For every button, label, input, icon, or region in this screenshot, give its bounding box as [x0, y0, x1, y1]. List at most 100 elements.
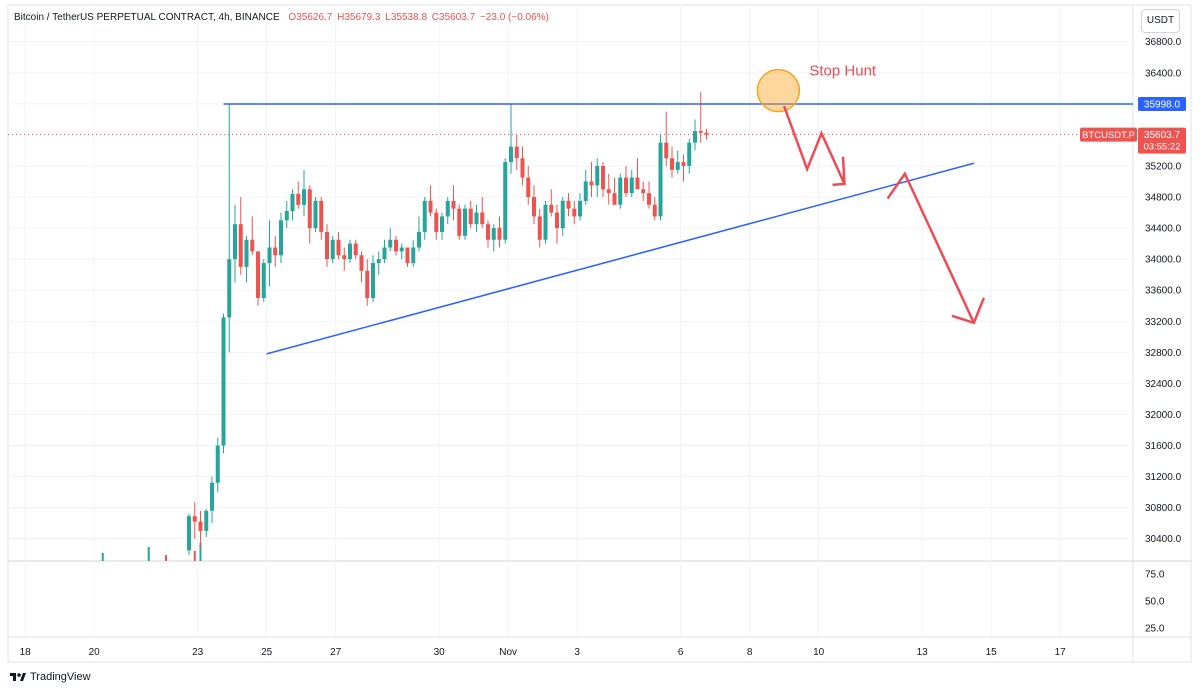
candle[interactable]	[227, 103, 232, 353]
candle[interactable]	[284, 200, 289, 229]
projected-path-arrow-1[interactable]	[782, 105, 846, 185]
candle[interactable]	[319, 197, 324, 240]
candle[interactable]	[394, 235, 398, 256]
candle[interactable]	[572, 200, 577, 225]
candle[interactable]	[451, 185, 456, 221]
candle[interactable]	[526, 165, 531, 205]
candle[interactable]	[486, 220, 490, 248]
candle[interactable]	[342, 247, 347, 271]
candle[interactable]	[411, 239, 416, 267]
resistance-price-label[interactable]: 35998.0	[1138, 97, 1186, 111]
symbol-legend[interactable]: Bitcoin / TetherUS PERPETUAL CONTRACT, 4…	[14, 12, 549, 23]
candle[interactable]	[704, 128, 709, 140]
candle[interactable]	[635, 158, 640, 190]
candle[interactable]	[417, 216, 421, 252]
candle[interactable]	[675, 150, 680, 174]
candle[interactable]	[670, 146, 674, 178]
candle[interactable]	[537, 208, 542, 248]
symbol-title[interactable]: Bitcoin / TetherUS PERPETUAL CONTRACT, 4…	[14, 12, 280, 23]
candle[interactable]	[532, 185, 536, 225]
candle[interactable]	[244, 235, 249, 283]
candle[interactable]	[238, 197, 243, 275]
projected-path-arrow-2[interactable]	[886, 171, 976, 324]
candle[interactable]	[555, 204, 559, 244]
current-price-badge[interactable]: BTCUSDT.P 35603.703:55:22	[1080, 127, 1186, 154]
candle[interactable]	[606, 173, 611, 205]
candle[interactable]	[612, 177, 617, 205]
candle[interactable]	[463, 204, 467, 240]
candle[interactable]	[267, 220, 272, 287]
candle[interactable]	[215, 437, 220, 493]
support-trendline[interactable]	[266, 162, 975, 355]
candle[interactable]	[428, 185, 433, 217]
candle[interactable]	[658, 134, 663, 221]
candle[interactable]	[192, 502, 197, 539]
candle[interactable]	[296, 181, 301, 209]
candle[interactable]	[457, 204, 462, 240]
candle[interactable]	[491, 224, 496, 252]
candle[interactable]	[256, 251, 260, 306]
candle[interactable]	[566, 193, 571, 217]
candle[interactable]	[618, 173, 623, 209]
candle[interactable]	[371, 255, 375, 302]
candle[interactable]	[325, 224, 329, 267]
candle[interactable]	[578, 193, 582, 221]
candle[interactable]	[434, 208, 439, 240]
candle[interactable]	[336, 231, 341, 260]
candle[interactable]	[348, 239, 352, 264]
candle[interactable]	[187, 513, 191, 555]
candle[interactable]	[382, 239, 387, 264]
candle[interactable]	[543, 200, 548, 244]
candle[interactable]	[641, 181, 646, 201]
candle[interactable]	[233, 204, 237, 283]
candle[interactable]	[549, 189, 554, 217]
candle[interactable]	[693, 119, 697, 151]
candle[interactable]	[353, 239, 358, 260]
candle[interactable]	[687, 138, 692, 174]
candle[interactable]	[405, 247, 410, 267]
candle[interactable]	[664, 111, 669, 166]
candle[interactable]	[365, 259, 370, 306]
candle[interactable]	[629, 169, 634, 198]
candle[interactable]	[468, 200, 473, 229]
candle[interactable]	[422, 197, 427, 240]
candle[interactable]	[273, 235, 278, 267]
candle[interactable]	[376, 251, 381, 275]
candle[interactable]	[388, 228, 393, 252]
candle[interactable]	[474, 204, 479, 232]
candle[interactable]	[601, 162, 605, 198]
tradingview-logo[interactable]: TradingView	[10, 671, 91, 683]
candle[interactable]	[503, 158, 508, 244]
candle[interactable]	[647, 181, 651, 209]
candle[interactable]	[399, 243, 404, 260]
candle[interactable]	[514, 134, 519, 170]
candle[interactable]	[595, 158, 600, 198]
currency-button[interactable]: USDT	[1141, 9, 1180, 33]
candle[interactable]	[583, 169, 588, 205]
candle[interactable]	[509, 103, 513, 174]
candle[interactable]	[589, 162, 594, 198]
candle[interactable]	[313, 197, 318, 232]
candle[interactable]	[330, 235, 335, 264]
candle[interactable]	[480, 197, 485, 229]
candle[interactable]	[261, 259, 266, 302]
candle[interactable]	[652, 197, 657, 221]
candle[interactable]	[560, 197, 565, 236]
candle[interactable]	[302, 169, 306, 217]
candle[interactable]	[198, 510, 203, 549]
candle[interactable]	[520, 146, 525, 186]
candle[interactable]	[440, 212, 444, 240]
candle[interactable]	[445, 197, 450, 225]
candle[interactable]	[359, 251, 364, 283]
candle[interactable]	[624, 165, 628, 198]
candle[interactable]	[681, 154, 686, 182]
candle[interactable]	[250, 216, 255, 256]
candle[interactable]	[210, 476, 214, 524]
candle[interactable]	[307, 185, 312, 244]
candle[interactable]	[279, 212, 283, 264]
stop-hunt-highlight[interactable]	[756, 68, 801, 113]
candle[interactable]	[497, 216, 502, 248]
candle[interactable]	[221, 313, 226, 454]
candle[interactable]	[204, 509, 209, 538]
